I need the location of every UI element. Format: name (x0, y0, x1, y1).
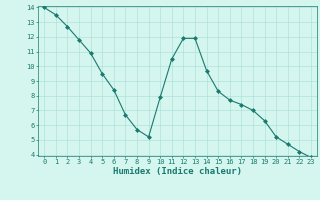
X-axis label: Humidex (Indice chaleur): Humidex (Indice chaleur) (113, 167, 242, 176)
